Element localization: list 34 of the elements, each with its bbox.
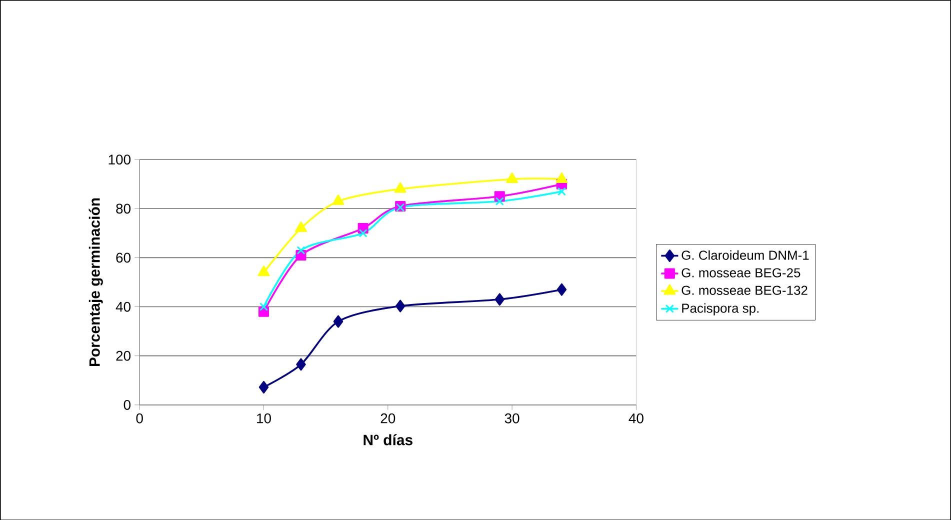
y-tick-label: 40 [116, 302, 131, 312]
point [296, 246, 306, 254]
point [258, 265, 270, 276]
point [296, 358, 306, 370]
legend-label: G. mosseae BEG-132 [682, 286, 808, 295]
point [295, 221, 307, 232]
x-tick-label: 40 [628, 413, 644, 424]
point [358, 228, 368, 238]
y-axis-title: Porcentaje germinación [88, 198, 103, 366]
point [258, 380, 269, 394]
point [495, 196, 504, 206]
y-tick-label: 100 [108, 154, 131, 164]
point [395, 300, 406, 312]
point [332, 194, 344, 205]
point [333, 315, 344, 328]
x-tick-label: 30 [504, 413, 520, 424]
point [556, 283, 567, 296]
y-tick-label: 20 [116, 350, 131, 361]
legend-label: Pacispora sp. [682, 303, 758, 316]
y-tick-label: 60 [116, 252, 131, 262]
y-tick-label: 0 [124, 400, 131, 410]
legend-label: G. mosseae BEG-25 [682, 268, 800, 278]
x-tick-label: 20 [380, 413, 396, 424]
x-tick-label: 0 [136, 413, 143, 424]
point [506, 172, 518, 183]
point [557, 186, 566, 196]
legend-label: G. Claroideum DNM-1 [682, 250, 809, 260]
x-tick-label: 10 [257, 413, 271, 424]
point [494, 292, 505, 306]
point [259, 302, 268, 311]
x-axis-title: Nº días [364, 434, 412, 446]
point [394, 182, 406, 193]
y-tick-label: 80 [116, 203, 131, 214]
point [556, 172, 568, 183]
